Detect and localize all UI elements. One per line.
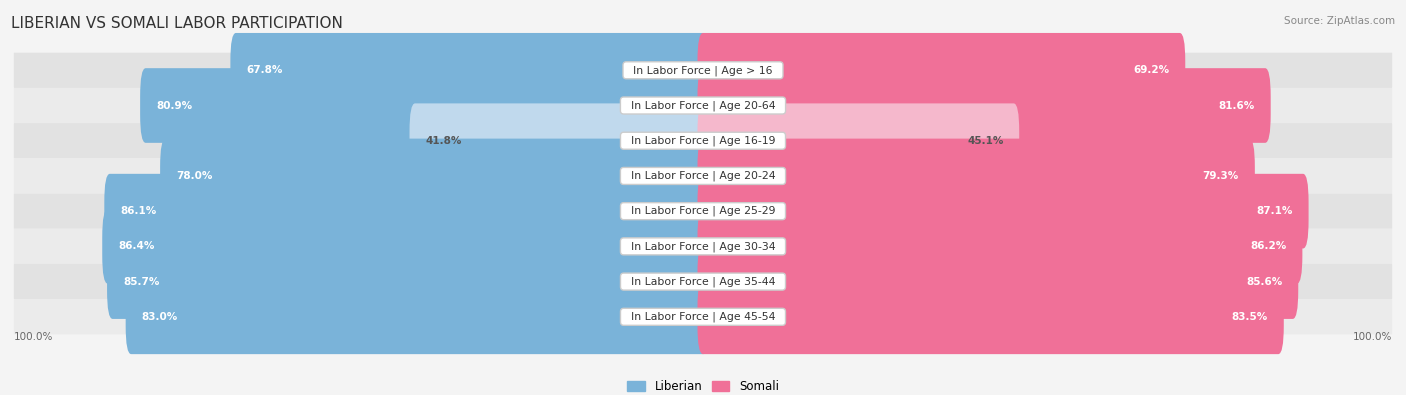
FancyBboxPatch shape	[14, 229, 1392, 264]
FancyBboxPatch shape	[160, 139, 709, 213]
FancyBboxPatch shape	[14, 299, 1392, 335]
FancyBboxPatch shape	[697, 244, 1298, 319]
Text: 67.8%: 67.8%	[246, 65, 283, 75]
Text: 41.8%: 41.8%	[426, 136, 461, 146]
FancyBboxPatch shape	[697, 139, 1254, 213]
Text: 81.6%: 81.6%	[1219, 100, 1254, 111]
FancyBboxPatch shape	[697, 103, 1019, 178]
Text: In Labor Force | Age 16-19: In Labor Force | Age 16-19	[624, 135, 782, 146]
Text: Source: ZipAtlas.com: Source: ZipAtlas.com	[1284, 16, 1395, 26]
Text: 78.0%: 78.0%	[176, 171, 212, 181]
Text: 85.6%: 85.6%	[1246, 276, 1282, 287]
FancyBboxPatch shape	[697, 174, 1309, 248]
Text: In Labor Force | Age > 16: In Labor Force | Age > 16	[626, 65, 780, 75]
Text: 100.0%: 100.0%	[1353, 332, 1392, 342]
Text: 87.1%: 87.1%	[1257, 206, 1292, 216]
FancyBboxPatch shape	[125, 280, 709, 354]
FancyBboxPatch shape	[107, 244, 709, 319]
Text: In Labor Force | Age 25-29: In Labor Force | Age 25-29	[624, 206, 782, 216]
FancyBboxPatch shape	[697, 209, 1302, 284]
Text: 69.2%: 69.2%	[1133, 65, 1170, 75]
Text: In Labor Force | Age 20-64: In Labor Force | Age 20-64	[624, 100, 782, 111]
FancyBboxPatch shape	[697, 280, 1284, 354]
Text: In Labor Force | Age 30-34: In Labor Force | Age 30-34	[624, 241, 782, 252]
FancyBboxPatch shape	[14, 88, 1392, 123]
FancyBboxPatch shape	[14, 53, 1392, 88]
Text: 86.2%: 86.2%	[1250, 241, 1286, 251]
FancyBboxPatch shape	[409, 103, 709, 178]
Text: 85.7%: 85.7%	[122, 276, 159, 287]
Text: 80.9%: 80.9%	[156, 100, 193, 111]
Text: 45.1%: 45.1%	[967, 136, 1004, 146]
Text: 83.0%: 83.0%	[142, 312, 177, 322]
Text: 79.3%: 79.3%	[1202, 171, 1239, 181]
FancyBboxPatch shape	[231, 33, 709, 107]
FancyBboxPatch shape	[14, 158, 1392, 194]
FancyBboxPatch shape	[104, 174, 709, 248]
Text: In Labor Force | Age 20-24: In Labor Force | Age 20-24	[624, 171, 782, 181]
FancyBboxPatch shape	[697, 68, 1271, 143]
Text: LIBERIAN VS SOMALI LABOR PARTICIPATION: LIBERIAN VS SOMALI LABOR PARTICIPATION	[11, 16, 343, 31]
FancyBboxPatch shape	[103, 209, 709, 284]
FancyBboxPatch shape	[697, 33, 1185, 107]
Text: 83.5%: 83.5%	[1232, 312, 1268, 322]
FancyBboxPatch shape	[14, 194, 1392, 229]
Text: 100.0%: 100.0%	[14, 332, 53, 342]
FancyBboxPatch shape	[141, 68, 709, 143]
Text: In Labor Force | Age 35-44: In Labor Force | Age 35-44	[624, 276, 782, 287]
Text: In Labor Force | Age 45-54: In Labor Force | Age 45-54	[624, 312, 782, 322]
Text: 86.1%: 86.1%	[120, 206, 156, 216]
FancyBboxPatch shape	[14, 264, 1392, 299]
FancyBboxPatch shape	[14, 123, 1392, 158]
Legend: Liberian, Somali: Liberian, Somali	[623, 376, 783, 395]
Text: 86.4%: 86.4%	[118, 241, 155, 251]
